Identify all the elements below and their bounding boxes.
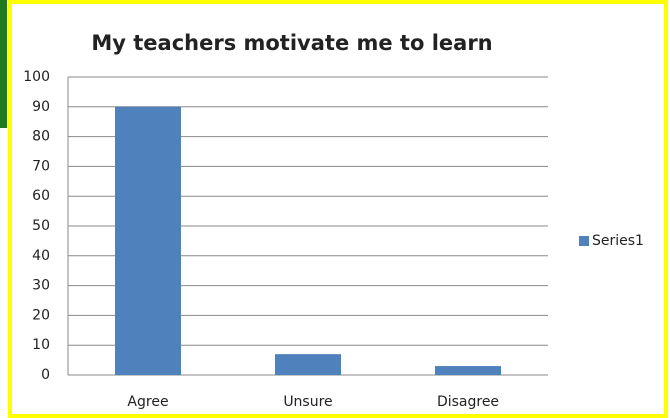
y-tick-label: 0 [41, 367, 50, 383]
y-tick-label: 70 [32, 158, 50, 174]
side-strip [0, 0, 7, 128]
y-tick-label: 100 [23, 69, 50, 85]
y-tick-label: 60 [32, 188, 50, 204]
bar [435, 366, 501, 375]
y-tick-label: 50 [32, 218, 50, 234]
y-tick-label: 90 [32, 99, 50, 115]
x-tick-label: Disagree [437, 394, 499, 410]
chart-title: My teachers motivate me to learn [91, 31, 492, 55]
y-tick-label: 40 [32, 248, 50, 264]
y-tick-label: 10 [32, 337, 50, 353]
bar [115, 106, 181, 376]
legend-swatch [579, 236, 589, 246]
bar [275, 354, 341, 375]
y-tick-label: 80 [32, 129, 50, 145]
y-tick-label: 30 [32, 278, 50, 294]
legend-label: Series1 [592, 233, 644, 249]
x-tick-label: Agree [127, 394, 168, 410]
chart-frame [8, 0, 668, 418]
y-tick-label: 20 [32, 307, 50, 323]
x-tick-label: Unsure [283, 394, 332, 410]
